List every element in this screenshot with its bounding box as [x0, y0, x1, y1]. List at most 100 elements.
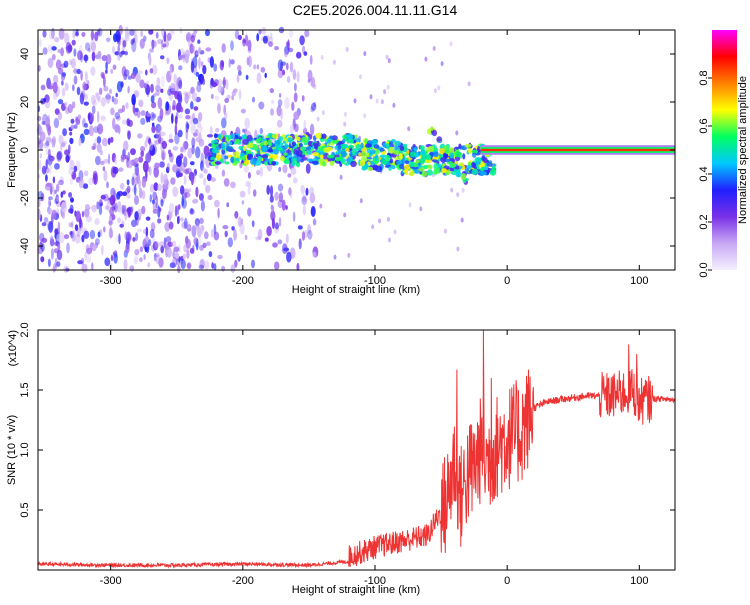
- spectrogram-cell: [42, 30, 47, 38]
- spectrogram-cell: [339, 158, 347, 163]
- spectrogram-cell: [190, 123, 197, 135]
- spectrogram-cell: [115, 30, 121, 42]
- spectrogram-cell: [141, 190, 146, 200]
- spectrogram-cell: [105, 92, 111, 104]
- spectrogram-cell: [45, 148, 49, 155]
- spectrogram-cell: [129, 265, 135, 271]
- spectrogram-cell: [48, 30, 54, 40]
- spectrogram-cell: [278, 166, 282, 172]
- spectrogram-cell: [134, 177, 138, 186]
- spectrogram-cell: [244, 117, 251, 129]
- spectrogram-cell: [204, 231, 209, 240]
- spectrogram-cell: [221, 143, 226, 150]
- spectrogram-cell: [133, 184, 137, 196]
- spectrogram-cell: [99, 202, 103, 207]
- spectrogram-cell: [82, 183, 89, 189]
- spectrogram-cell: [79, 217, 82, 229]
- spectrogram-cell: [84, 251, 87, 261]
- spectrogram-cell: [221, 169, 226, 177]
- spectrogram-cell: [200, 200, 205, 212]
- spectrogram-cell: [131, 219, 137, 228]
- spectrogram-cell: [81, 210, 85, 218]
- spectrogram-cell: [433, 88, 437, 94]
- spectrogram-cell: [112, 117, 116, 130]
- spectrogram-cell: [63, 60, 69, 68]
- spectrogram-cell: [37, 137, 42, 145]
- spectrogram-cell: [130, 148, 136, 156]
- spectrogram-cell: [166, 70, 172, 83]
- spectrogram-cell: [131, 93, 136, 106]
- spectrogram-cell: [171, 113, 174, 124]
- spectrogram-cell: [159, 161, 165, 168]
- spectrogram-cell: [165, 245, 170, 251]
- spectrogram-cell: [449, 168, 455, 172]
- spectrogram-cell: [392, 102, 396, 108]
- spectrogram-cell: [213, 263, 217, 271]
- spectrogram-cell: [96, 136, 102, 144]
- spectrogram-cell: [296, 262, 300, 272]
- spectrogram-cell: [122, 191, 128, 196]
- spectrogram-cell: [175, 112, 179, 120]
- spectrogram-cell: [332, 59, 336, 65]
- spectrogram-cell: [194, 50, 199, 58]
- spectrogram-cell: [169, 66, 173, 77]
- spectrogram-cell: [191, 175, 194, 186]
- spectrogram-cell: [179, 114, 183, 119]
- spectrogram-cell: [165, 236, 172, 243]
- spectrogram-cell: [119, 223, 124, 228]
- spectrogram-cell: [82, 117, 86, 128]
- spectrogram-cell: [316, 116, 320, 122]
- spectrogram-cell: [373, 144, 380, 149]
- spectrogram-cell: [168, 221, 174, 230]
- spectrogram-cell: [169, 152, 174, 163]
- spectrogram-cell: [449, 147, 455, 154]
- spectrogram-cell: [71, 171, 77, 180]
- spectrogram-cell: [278, 216, 282, 227]
- spectrogram-cell: [166, 166, 170, 174]
- spectrogram-cell: [151, 101, 157, 109]
- spectrogram-cell: [214, 199, 220, 208]
- spectrogram-cell: [305, 187, 309, 196]
- spectrogram-cell: [52, 176, 56, 184]
- spectrogram-cell: [172, 146, 179, 151]
- y-tick-label: 1.0: [19, 442, 31, 457]
- spectrogram-cell: [267, 139, 272, 146]
- spectrogram-cell: [115, 92, 118, 98]
- spectrogram-cell: [257, 149, 261, 155]
- spectrogram-cell: [151, 122, 155, 127]
- spectrogram-cell: [427, 145, 435, 153]
- spectrogram-cell: [205, 184, 211, 194]
- spectrogram-cell: [160, 172, 164, 185]
- spectrogram-cell: [172, 164, 178, 173]
- spectrogram-cell: [283, 152, 288, 156]
- spectrogram-cell: [252, 144, 259, 150]
- spectrogram-cell: [331, 135, 338, 141]
- spectrogram-cell: [149, 48, 154, 53]
- spectrogram-cell: [185, 235, 189, 245]
- spectrogram-cell: [118, 233, 121, 245]
- spectrogram-cell: [193, 132, 198, 137]
- spectrogram-cell: [277, 239, 283, 245]
- spectrogram-cell: [294, 82, 297, 92]
- spectrogram-cell: [276, 105, 282, 117]
- spectrogram-cell: [480, 171, 487, 176]
- spectrogram-cell: [158, 207, 162, 212]
- spectrogram-cell: [149, 184, 155, 193]
- spectrogram-cell: [139, 79, 145, 89]
- spectrogram-cell: [311, 160, 319, 165]
- spectrogram-cell: [81, 263, 88, 273]
- spectrogram-cell: [166, 162, 170, 172]
- spectrogram-cell: [154, 241, 160, 249]
- spectrogram-cell: [256, 64, 260, 70]
- spectrogram-cell: [190, 60, 195, 73]
- spectrogram-cell: [193, 29, 198, 34]
- spectrogram-cell: [252, 189, 257, 197]
- y-tick-label: 40: [19, 48, 31, 60]
- spectrogram-x-ticks: -300 -200 -100 0 100: [100, 30, 648, 287]
- spectrogram-cell: [314, 144, 318, 150]
- spectrogram-cell: [238, 89, 242, 101]
- spectrogram-cell: [141, 205, 146, 215]
- spectrogram-cell: [268, 41, 273, 47]
- spectrogram-cell: [199, 224, 205, 235]
